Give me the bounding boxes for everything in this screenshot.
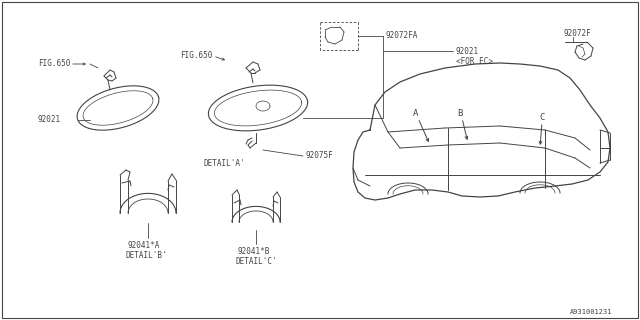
Text: 92021: 92021 [38,116,61,124]
Text: 92021: 92021 [456,47,479,57]
Text: DETAIL'A': DETAIL'A' [203,158,244,167]
Text: C: C [540,113,545,122]
Text: 92072F: 92072F [563,29,591,38]
Text: B: B [458,108,463,117]
Text: 92075F: 92075F [305,151,333,161]
Text: DETAIL'B': DETAIL'B' [125,252,166,260]
Text: 92041*A: 92041*A [128,242,161,251]
Text: FIG.650: FIG.650 [180,52,212,60]
Text: 92041*B: 92041*B [238,247,270,257]
Text: FIG.650: FIG.650 [38,60,70,68]
Text: A931001231: A931001231 [570,309,612,315]
Text: 92072FA: 92072FA [385,31,417,41]
Text: A: A [413,108,419,117]
Text: DETAIL'C': DETAIL'C' [236,258,278,267]
Text: <FOR EC>: <FOR EC> [456,58,493,67]
